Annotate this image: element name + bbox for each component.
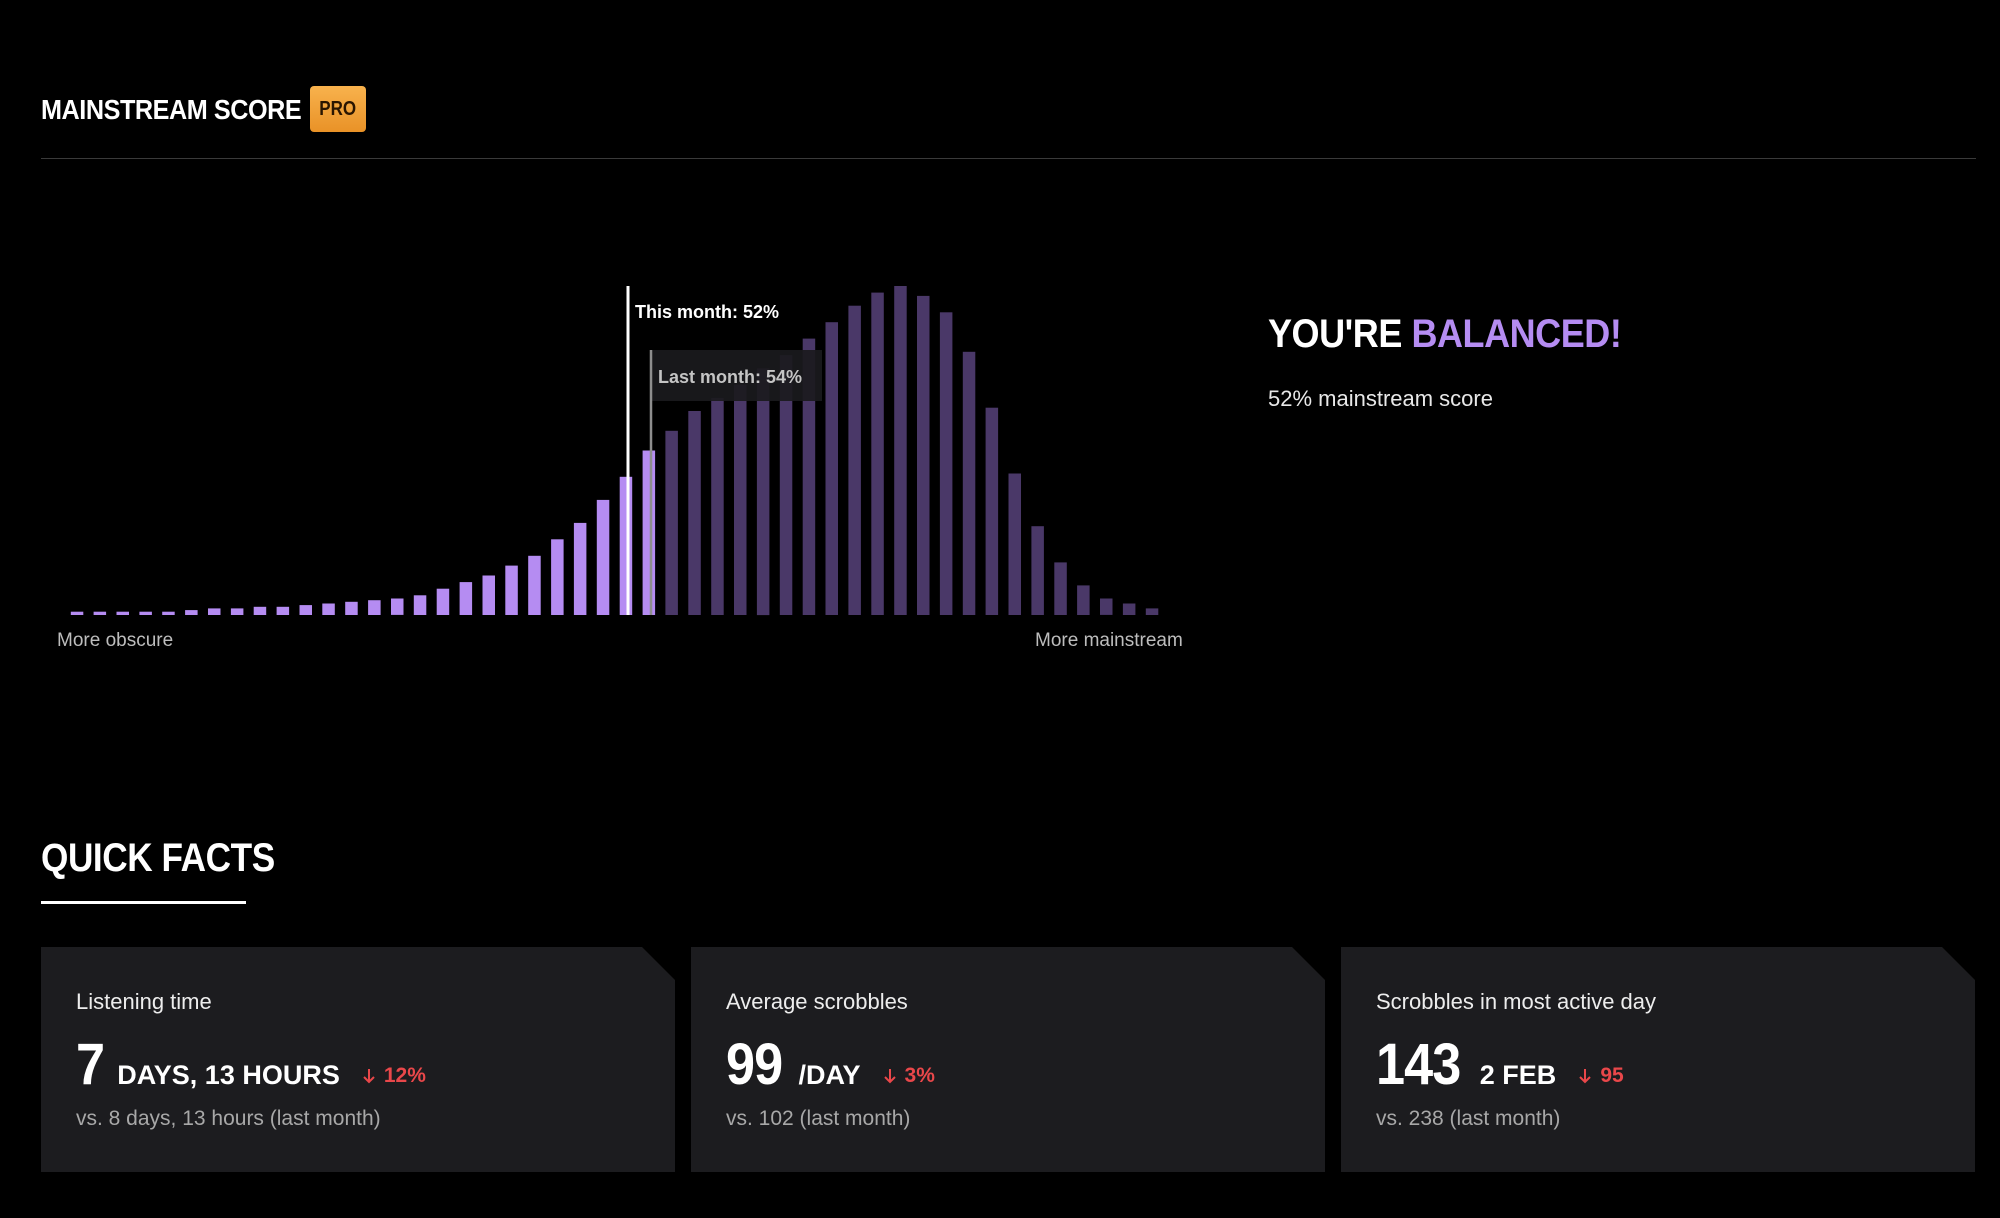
distribution-bar (459, 582, 473, 615)
arrow-down-icon (362, 1068, 376, 1084)
distribution-bar (528, 555, 541, 615)
distribution-bar (299, 605, 312, 615)
distribution-bar (276, 606, 290, 615)
distribution-bar (756, 368, 770, 616)
card-unit: 2 FEB (1479, 1060, 1557, 1090)
distribution-bar (253, 606, 267, 615)
distribution-bar (688, 411, 701, 615)
distribution-bar (939, 312, 953, 615)
mainstream-score-header: MAINSTREAM SCORE PRO (41, 84, 1976, 159)
distribution-bar (368, 600, 381, 615)
distribution-bar (642, 450, 656, 615)
distribution-bar (1077, 585, 1090, 615)
distribution-bar (917, 295, 930, 615)
arrow-down-icon (883, 1068, 897, 1084)
card-label: Average scrobbles (726, 989, 908, 1014)
verdict-heading: YOU'RE BALANCED! (1268, 312, 1622, 357)
card-value-row: 7 DAYS, 13 HOURS 12% (76, 1031, 426, 1095)
arrow-down-icon (1578, 1068, 1592, 1084)
distribution-bar (573, 522, 587, 615)
distribution-bar (825, 322, 838, 615)
fact-card-listening-time: Listening time 7 DAYS, 13 HOURS 12% vs. … (41, 947, 675, 1172)
pro-badge-label: PRO (319, 97, 357, 120)
distribution-bar (185, 610, 198, 615)
card-label: Listening time (76, 989, 212, 1014)
distribution-bar (848, 305, 861, 615)
distribution-bar (894, 286, 907, 615)
distribution-bar (436, 588, 450, 615)
x-axis-right-label: More mainstream (1035, 630, 1183, 651)
distribution-bar (1122, 603, 1136, 615)
distribution-bar (711, 397, 724, 615)
card-unit: /DAY (798, 1060, 861, 1090)
quick-facts-underline (41, 901, 246, 904)
verdict-subtitle: 52% mainstream score (1268, 386, 1493, 411)
distribution-bar (1145, 608, 1159, 615)
distribution-bar (551, 539, 564, 615)
distribution-bar (596, 499, 610, 615)
distribution-bar (802, 338, 816, 615)
card-value: 143 (1376, 1032, 1461, 1097)
distribution-bar (139, 611, 152, 615)
distribution-bar (413, 595, 427, 615)
distribution-bar (1031, 526, 1044, 615)
fact-card-average-scrobbles: Average scrobbles 99 /DAY 3% vs. 102 (la… (691, 947, 1325, 1172)
fact-card-most-active-day: Scrobbles in most active day 143 2 FEB 9… (1341, 947, 1975, 1172)
distribution-bar (116, 611, 129, 615)
distribution-bar (208, 608, 221, 615)
card-delta-value: 12% (383, 1064, 426, 1087)
mainstream-distribution-chart: This month: 52% Last month: 54% (70, 286, 1159, 616)
card-compare: vs. 238 (last month) (1376, 1107, 1561, 1130)
card-delta: 3% (883, 1064, 935, 1088)
distribution-bar (70, 611, 84, 615)
distribution-bar (482, 575, 495, 615)
distribution-bar (665, 430, 678, 615)
distribution-bar (734, 384, 747, 615)
distribution-bar (93, 611, 107, 615)
marker-label: Last month: 54% (658, 367, 802, 387)
distribution-bar (322, 603, 335, 615)
distribution-bar (1054, 562, 1067, 615)
card-compare: vs. 102 (last month) (726, 1107, 911, 1130)
card-value-row: 99 /DAY 3% (726, 1031, 935, 1095)
distribution-bar (985, 407, 999, 615)
section-title: MAINSTREAM SCORE (41, 94, 302, 125)
distribution-bar (162, 611, 175, 615)
card-value: 7 (76, 1032, 105, 1097)
card-unit: DAYS, 13 HOURS (117, 1060, 340, 1090)
distribution-bar (230, 608, 244, 615)
card-value: 99 (726, 1032, 783, 1097)
marker-label-box (628, 286, 786, 336)
card-delta-value: 3% (904, 1064, 935, 1087)
marker-label: This month: 52% (635, 302, 779, 322)
distribution-bar (391, 598, 404, 615)
card-value-row: 143 2 FEB 95 (1376, 1031, 1624, 1095)
distribution-bar (871, 292, 884, 615)
distribution-bar (962, 351, 976, 615)
card-delta: 95 (1578, 1064, 1623, 1088)
quick-facts-title: QUICK FACTS (41, 836, 275, 880)
distribution-bar (779, 355, 793, 615)
distribution-bar (505, 565, 518, 615)
distribution-bar (345, 601, 358, 615)
card-delta: 12% (362, 1064, 426, 1088)
marker-label-box (651, 350, 822, 401)
distribution-bar (619, 476, 633, 615)
verdict-prefix: YOU'RE (1268, 312, 1412, 356)
card-delta-value: 95 (1600, 1064, 1624, 1087)
x-axis-left-label: More obscure (57, 630, 174, 651)
distribution-bar (1008, 473, 1021, 615)
card-label: Scrobbles in most active day (1376, 989, 1657, 1014)
pro-badge[interactable]: PRO (310, 86, 366, 132)
distribution-bar (1100, 598, 1113, 615)
verdict-accent: BALANCED! (1411, 312, 1622, 356)
card-compare: vs. 8 days, 13 hours (last month) (76, 1107, 381, 1130)
